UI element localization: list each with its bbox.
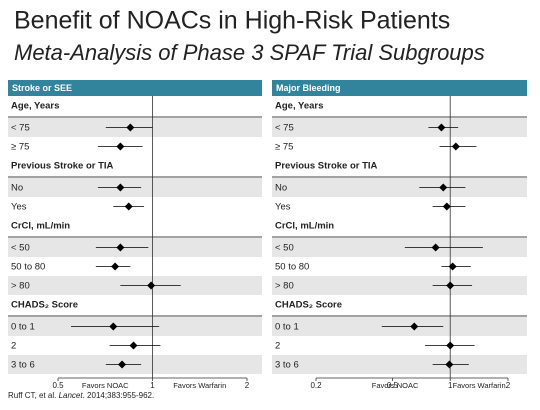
point-estimate	[446, 281, 455, 290]
row-label: < 50	[275, 243, 294, 254]
row-band	[272, 118, 527, 137]
x-tick-label: 1	[448, 381, 453, 390]
row-label: No	[275, 183, 287, 194]
favors-right-label: Favors Warfarin	[453, 381, 506, 390]
row-label: > 80	[11, 281, 30, 292]
point-estimate	[118, 360, 127, 369]
row-band	[272, 238, 527, 257]
row-label: 2	[11, 341, 16, 352]
group-label: Age, Years	[275, 101, 323, 112]
row-label: 50 to 80	[11, 262, 45, 273]
row-label: ≥ 75	[275, 142, 293, 153]
row-label: Yes	[275, 202, 291, 213]
point-estimate	[446, 341, 455, 350]
point-estimate	[116, 142, 125, 151]
citation-ref: . 2014;383:955-962.	[83, 391, 155, 400]
panel-header	[272, 80, 527, 96]
row-label: 3 to 6	[11, 360, 35, 371]
citation: Ruff CT, et al. Lancet. 2014;383:955-962…	[8, 391, 154, 400]
x-tick-label: 0.5	[387, 381, 399, 390]
row-label: < 50	[11, 243, 30, 254]
group-label: Previous Stroke or TIA	[275, 161, 378, 172]
group-label: CHADS₂ Score	[275, 300, 342, 311]
x-tick-label: 2	[245, 381, 250, 390]
point-estimate	[129, 341, 138, 350]
x-tick-label: 0.2	[310, 381, 322, 390]
favors-left-label: Favors NOAC	[372, 381, 419, 390]
point-estimate	[437, 123, 446, 132]
row-label: 50 to 80	[275, 262, 309, 273]
x-tick-label: 1	[150, 381, 155, 390]
panel-title: Major Bleeding	[276, 83, 341, 93]
row-label: 0 to 1	[275, 322, 299, 333]
row-label: No	[11, 183, 23, 194]
point-estimate	[124, 202, 133, 211]
x-tick-label: 2	[506, 381, 511, 390]
panel-header	[8, 80, 262, 96]
row-label: ≥ 75	[11, 142, 29, 153]
row-band	[272, 355, 527, 374]
citation-journal: Lancet	[59, 391, 84, 400]
point-estimate	[448, 262, 457, 271]
row-label: < 75	[275, 123, 294, 134]
point-estimate	[147, 281, 156, 290]
citation-authors: Ruff CT, et al.	[8, 391, 56, 400]
point-estimate	[111, 262, 120, 271]
row-label: 0 to 1	[11, 322, 35, 333]
x-tick-label: 0.5	[52, 381, 64, 390]
row-label: 3 to 6	[275, 360, 299, 371]
row-band	[272, 178, 527, 197]
row-label: Yes	[11, 202, 27, 213]
group-label: CrCl, mL/min	[11, 221, 70, 232]
row-label: 2	[275, 341, 280, 352]
point-estimate	[410, 322, 419, 331]
row-label: < 75	[11, 123, 30, 134]
point-estimate	[116, 183, 125, 192]
point-estimate	[439, 183, 448, 192]
group-label: CHADS₂ Score	[11, 300, 78, 311]
group-label: CrCl, mL/min	[275, 221, 334, 232]
point-estimate	[109, 322, 118, 331]
point-estimate	[442, 202, 451, 211]
slide-title: Benefit of NOACs in High-Risk Patients	[14, 7, 450, 35]
row-label: > 80	[275, 281, 294, 292]
point-estimate	[126, 123, 135, 132]
point-estimate	[116, 243, 125, 252]
row-band	[272, 276, 527, 295]
favors-left-label: Favors NOAC	[82, 381, 129, 390]
group-label: Previous Stroke or TIA	[11, 161, 114, 172]
point-estimate	[445, 360, 454, 369]
group-label: Age, Years	[11, 101, 59, 112]
favors-right-label: Favors Warfarin	[173, 381, 226, 390]
point-estimate	[451, 142, 460, 151]
slide-subtitle: Meta-Analysis of Phase 3 SPAF Trial Subg…	[14, 40, 485, 65]
point-estimate	[431, 243, 440, 252]
panel-title: Stroke or SEE	[12, 83, 72, 93]
